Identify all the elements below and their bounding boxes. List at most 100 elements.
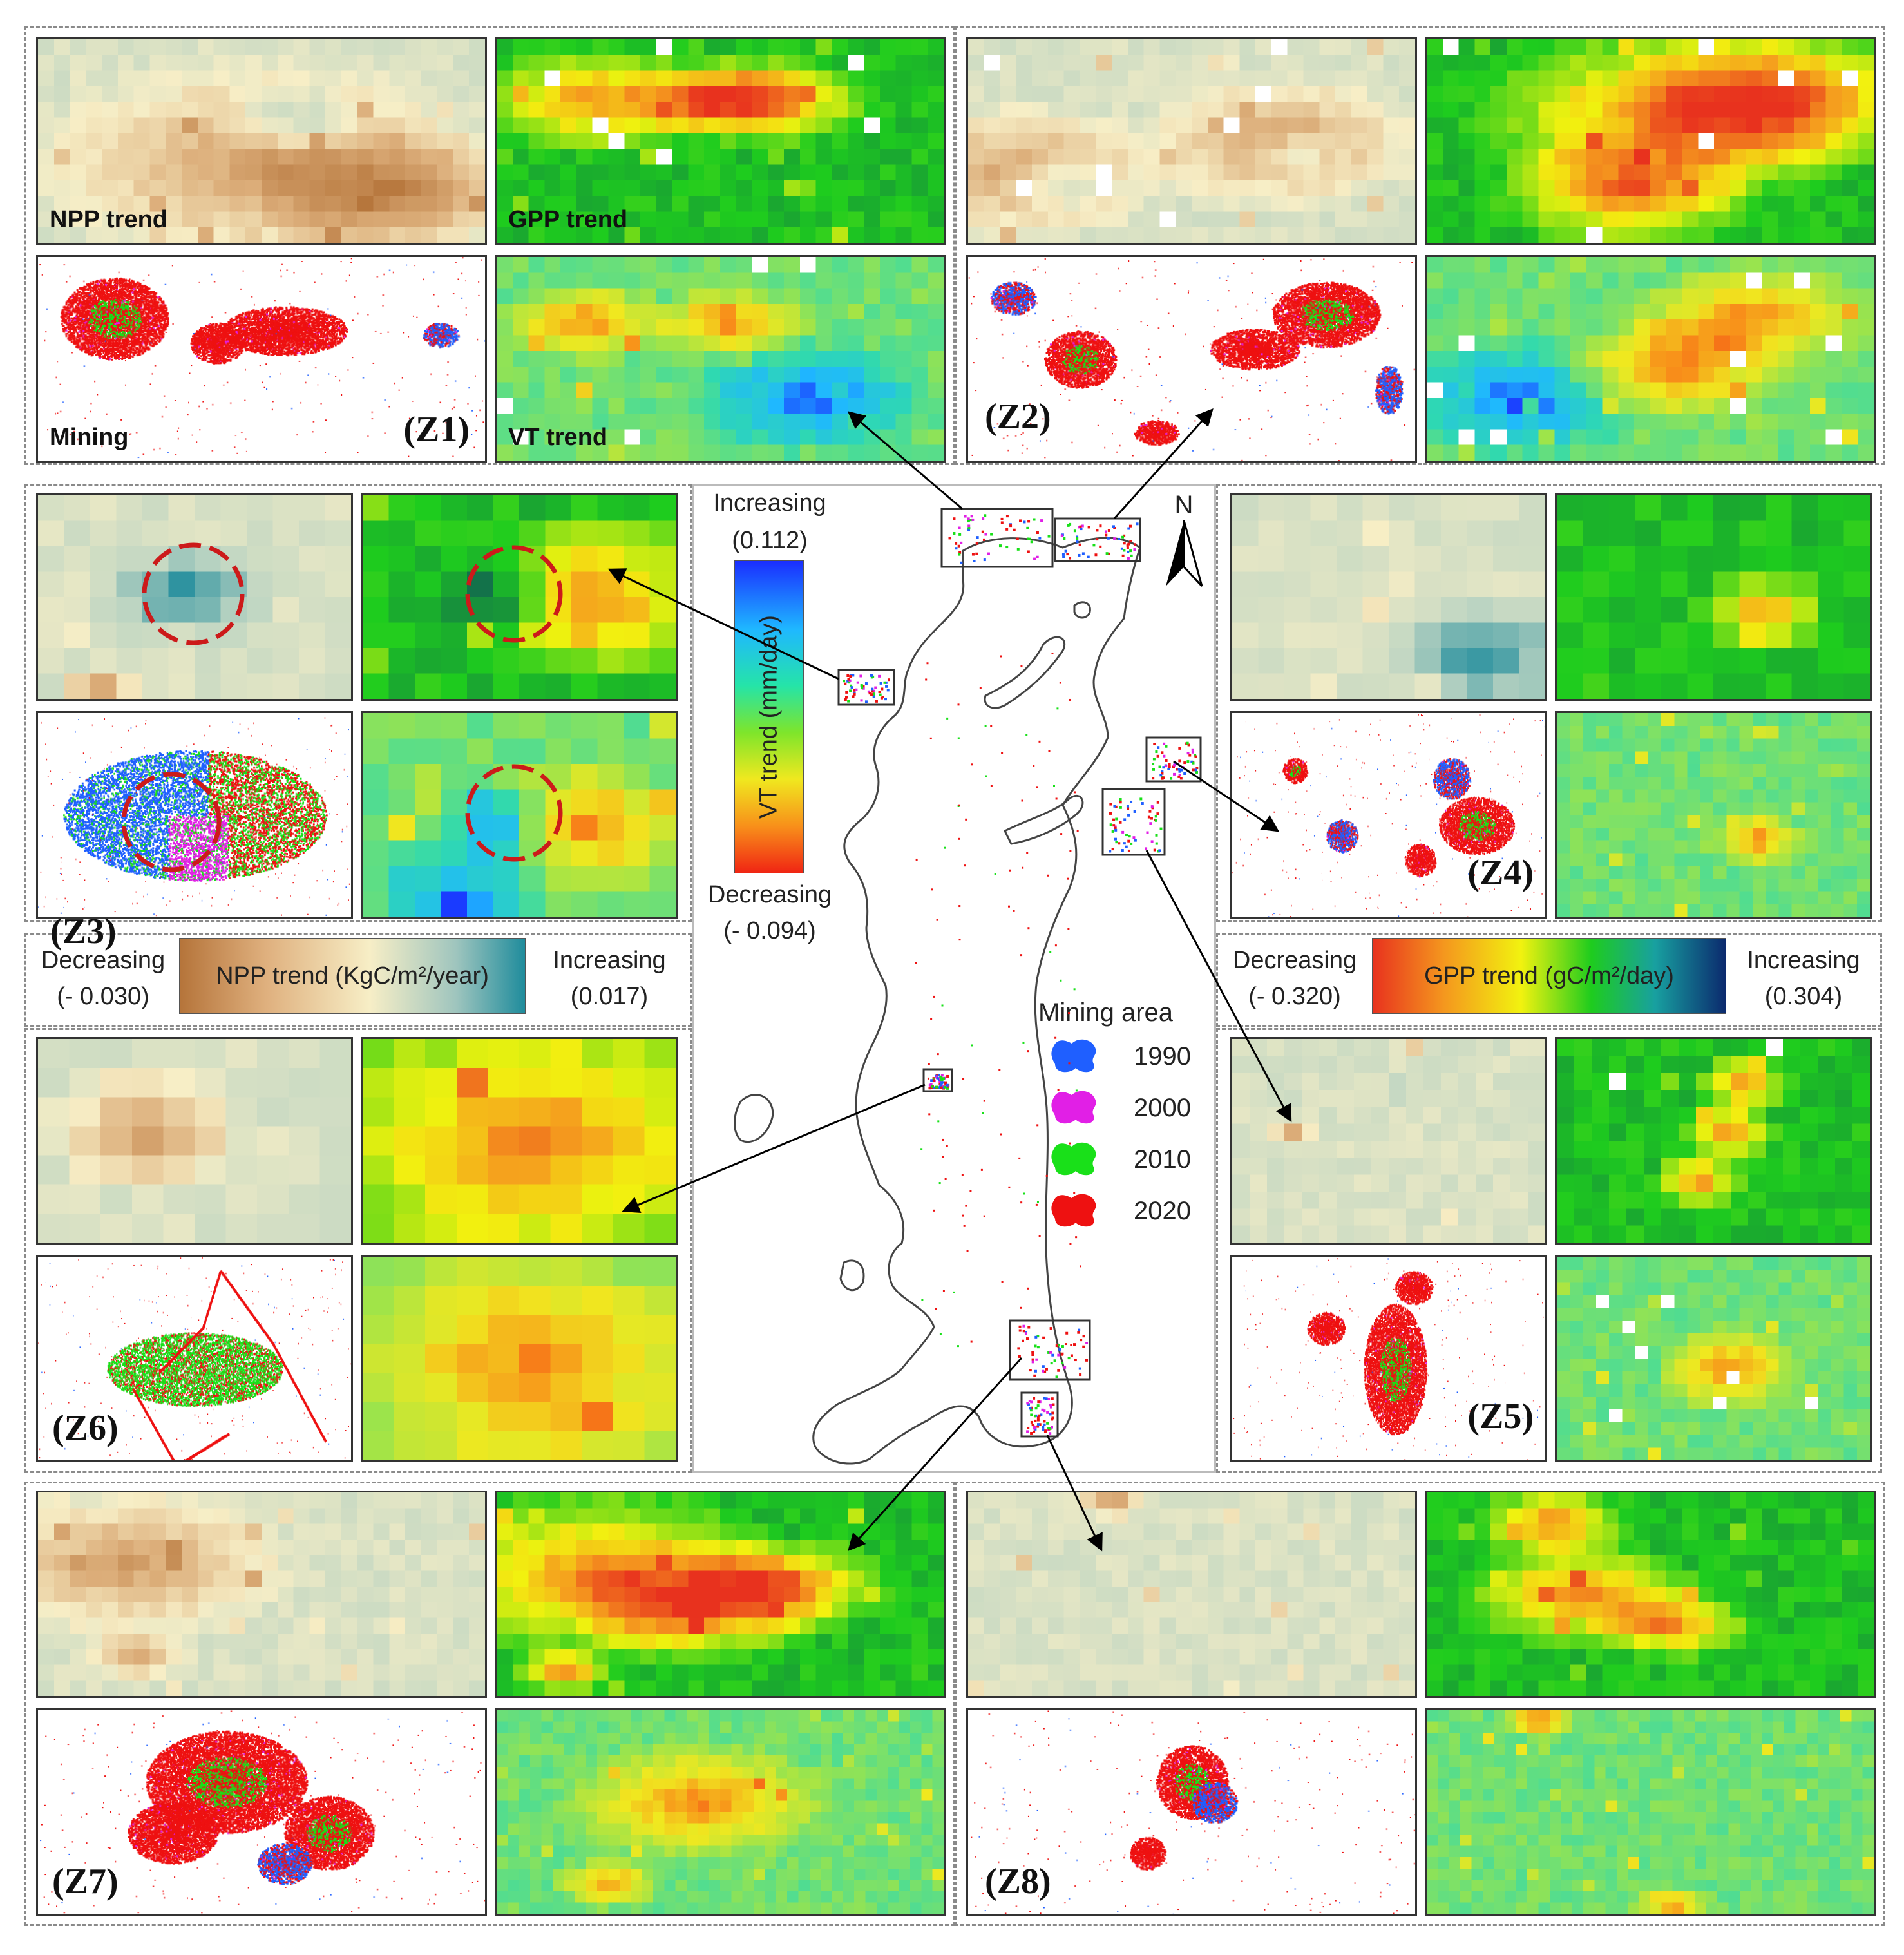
mining-legend-swatch [1051, 1194, 1096, 1227]
z1-mining-map [38, 257, 485, 461]
z5-npp-raster [1232, 1039, 1545, 1243]
mining-legend-swatch [1051, 1142, 1096, 1176]
z8-vt-panel [1425, 1708, 1876, 1916]
vt-legend-top-label: Increasing [713, 490, 826, 517]
mining-legend-year: 2020 [1134, 1197, 1191, 1225]
zone-label-z8: (Z8) [985, 1862, 1051, 1902]
z8-vt-raster [1427, 1710, 1874, 1914]
z6-mining-map [38, 1257, 351, 1460]
group-z7 [24, 1482, 955, 1926]
z7-gpp-raster [497, 1492, 944, 1696]
z5-vt-panel [1555, 1255, 1872, 1462]
z6-gpp-raster [363, 1039, 676, 1243]
gpp-legend-left-label: Decreasing [1232, 947, 1357, 974]
z3-npp-panel [36, 493, 353, 701]
group-z3 [24, 484, 692, 922]
z6-npp-raster [38, 1039, 351, 1243]
z2-npp-panel [966, 37, 1417, 245]
gpp-legend-left-value: (- 0.320) [1248, 983, 1341, 1010]
zone-label-z2: (Z2) [985, 397, 1051, 437]
zone-label-z1: (Z1) [403, 410, 470, 450]
z2-vt-panel [1425, 255, 1876, 463]
z7-npp-panel [36, 1491, 487, 1698]
npp-legend-right-label: Increasing [553, 947, 666, 974]
z2-gpp-raster [1427, 39, 1874, 243]
z6-vt-panel [361, 1255, 678, 1462]
mining-legend-swatch [1051, 1039, 1096, 1073]
z5-mining-panel: (Z5) [1230, 1255, 1547, 1462]
z1-mining-panel: Mining (Z1) [36, 255, 487, 463]
z8-mining-map [968, 1710, 1415, 1914]
npp-legend-left-label: Decreasing [41, 947, 166, 974]
z8-npp-panel [966, 1491, 1417, 1698]
z3-gpp-panel [361, 493, 678, 701]
group-z1 [24, 26, 955, 465]
gpp-legend-right-label: Increasing [1747, 947, 1860, 974]
group-npp-legend [24, 933, 692, 1027]
z2-vt-raster [1427, 257, 1874, 461]
z4-npp-raster [1232, 495, 1545, 699]
npp-trend-label: NPP trend [50, 206, 168, 233]
z5-gpp-raster [1557, 1039, 1870, 1243]
z7-vt-raster [497, 1710, 944, 1914]
vt-colorbar: VT trend (mm/day) [734, 560, 804, 873]
z8-gpp-panel [1425, 1491, 1876, 1698]
z1-npp-panel: NPP trend [36, 37, 487, 245]
z4-vt-raster [1557, 713, 1870, 917]
npp-legend-left-value: (- 0.030) [57, 983, 149, 1010]
zone-label-z5: (Z5) [1467, 1397, 1534, 1436]
z4-npp-panel [1230, 493, 1547, 701]
z6-npp-panel [36, 1037, 353, 1245]
gpp-colorbar: GPP trend (gC/m²/day) [1372, 938, 1726, 1014]
z4-vt-panel [1555, 711, 1872, 919]
z5-gpp-panel [1555, 1037, 1872, 1245]
group-z6 [24, 1028, 692, 1473]
z1-gpp-raster [497, 39, 944, 243]
vt-colorbar-title: VT trend (mm/day) [755, 615, 783, 819]
z3-mining-panel [36, 711, 353, 919]
z4-gpp-raster [1557, 495, 1870, 699]
z5-mining-map [1232, 1257, 1545, 1460]
mining-legend-year: 2010 [1134, 1145, 1191, 1174]
zone-label-z6: (Z6) [52, 1408, 119, 1448]
z2-npp-raster [968, 39, 1415, 243]
z7-mining-panel: (Z7) [36, 1708, 487, 1916]
group-z5 [1216, 1028, 1882, 1473]
z3-mining-map [38, 713, 351, 917]
z7-mining-map [38, 1710, 485, 1914]
gpp-colorbar-title: GPP trend (gC/m²/day) [1424, 962, 1674, 989]
vt-legend-bottom-value: (- 0.094) [723, 917, 816, 944]
npp-colorbar-title: NPP trend (KgC/m²/year) [216, 962, 489, 989]
z8-mining-panel: (Z8) [966, 1708, 1417, 1916]
zone-label-z3: (Z3) [50, 911, 117, 951]
z1-vt-panel: VT trend [495, 255, 946, 463]
z4-gpp-panel [1555, 493, 1872, 701]
zone-label-z4: (Z4) [1467, 853, 1534, 893]
npp-legend-right-value: (0.017) [570, 983, 649, 1010]
mining-legend-year: 1990 [1134, 1042, 1191, 1071]
mining-legend-swatch [1051, 1091, 1096, 1124]
z5-vt-raster [1557, 1257, 1870, 1460]
z2-gpp-panel [1425, 37, 1876, 245]
z6-vt-raster [363, 1257, 676, 1460]
z2-mining-panel: (Z2) [966, 255, 1417, 463]
zone-label-z7: (Z7) [52, 1862, 119, 1902]
z3-vt-raster [363, 713, 676, 917]
group-z4 [1216, 484, 1882, 922]
npp-colorbar: NPP trend (KgC/m²/year) [179, 938, 526, 1014]
z8-npp-raster [968, 1492, 1415, 1696]
z7-vt-panel [495, 1708, 946, 1916]
z3-npp-raster [38, 495, 351, 699]
mining-label: Mining [50, 424, 129, 451]
group-z2 [955, 26, 1885, 465]
z3-gpp-raster [363, 495, 676, 699]
group-z8 [955, 1482, 1885, 1926]
z1-gpp-panel: GPP trend [495, 37, 946, 245]
z3-vt-panel [361, 711, 678, 919]
vt-trend-label: VT trend [508, 424, 608, 451]
z5-npp-panel [1230, 1037, 1547, 1245]
gpp-legend-right-value: (0.304) [1764, 983, 1843, 1010]
z4-mining-panel: (Z4) [1230, 711, 1547, 919]
z6-mining-panel: (Z6) [36, 1255, 353, 1462]
